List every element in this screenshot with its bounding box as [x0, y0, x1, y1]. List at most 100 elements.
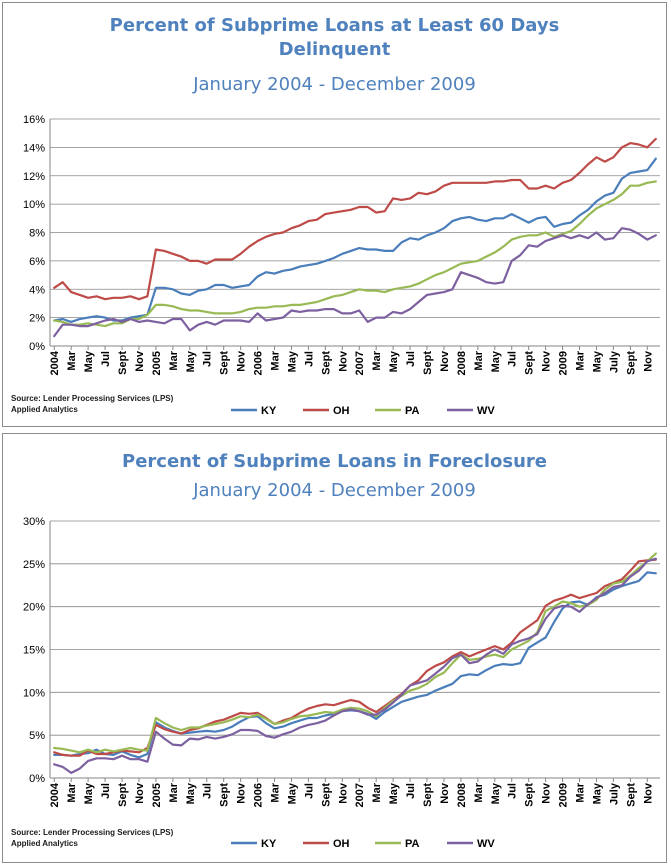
y-tick-label: 5%: [29, 730, 45, 742]
series-line-ky: [53, 157, 657, 323]
x-tick-label: 2008: [456, 351, 468, 375]
source-line2: Applied Analytics: [11, 405, 78, 414]
x-tick-label: Mar: [575, 350, 587, 370]
x-tick-label: Mar: [473, 782, 485, 802]
x-tick-label: May: [591, 350, 603, 372]
x-tick-label: Sept: [625, 351, 637, 375]
x-tick-label: May: [388, 350, 400, 372]
x-tick-label: Nov: [541, 782, 553, 804]
source-line1: Source: Lender Processing Services (LPS): [11, 394, 174, 403]
y-tick-label: 25%: [23, 559, 45, 571]
x-tick-label: May: [388, 782, 400, 804]
x-tick-label: Sept: [219, 783, 231, 807]
x-tick-label: Nov: [236, 350, 248, 372]
x-tick-label: May: [286, 782, 298, 804]
legend-label-oh: OH: [333, 838, 350, 850]
x-tick-label: Mar: [270, 350, 282, 370]
x-tick-label: Nov: [642, 782, 654, 804]
x-tick-label: 2005: [151, 351, 163, 375]
x-tick-label: May: [490, 350, 502, 372]
x-tick-label: May: [591, 782, 603, 804]
x-tick-label: 2007: [354, 783, 366, 807]
x-tick-label: July: [608, 782, 620, 805]
series-line-pa: [53, 180, 657, 328]
x-tick-label: Sept: [219, 351, 231, 375]
x-tick-label: Jul: [202, 783, 214, 799]
x-tick-label: 2006: [253, 351, 265, 375]
delinquency-line-chart: 0% 2% 4% 6% 8% 10% 12% 14% 16% 2004 Mar May Jul Sept N…: [23, 114, 660, 417]
x-tick-label: Jul: [100, 783, 112, 799]
x-tick-label: Mar: [371, 350, 383, 370]
foreclosure-chart-panel: Percent of Subprime Loans in Foreclosure…: [2, 433, 667, 863]
x-tick-label: Nov: [541, 350, 553, 372]
x-tick-label: Jul: [303, 351, 315, 367]
x-tick-label: May: [83, 782, 95, 804]
chart-title-line2: Delinquent: [278, 39, 391, 60]
x-tick-label: Mar: [66, 782, 78, 802]
y-tick-label: 0%: [29, 773, 45, 785]
x-tick-label: 2008: [456, 783, 468, 807]
chart-subtitle: January 2004 - December 2009: [193, 74, 476, 95]
x-tick-label: 2004: [49, 782, 61, 807]
source-note: Source: Lender Processing Services (LPS)…: [11, 827, 173, 849]
x-tick-label: Mar: [575, 782, 587, 802]
x-tick-label: Mar: [371, 782, 383, 802]
chart-subtitle: January 2004 - December 2009: [193, 480, 476, 501]
x-tick-label: Mar: [473, 350, 485, 370]
series-line-oh: [53, 558, 657, 757]
x-tick-label: Nov: [439, 782, 451, 804]
y-tick-label: 30%: [23, 516, 45, 528]
x-tick-label: Sept: [524, 351, 536, 375]
x-tick-label: Jul: [202, 351, 214, 367]
series-line-pa: [53, 552, 657, 754]
legend-label-wv: WV: [477, 405, 495, 417]
x-tick-label: 2005: [151, 783, 163, 807]
x-tick-label: Nov: [337, 782, 349, 804]
chart-title-line1: Percent of Subprime Loans at Least 60 Da…: [109, 15, 560, 36]
series-line-oh: [53, 137, 657, 301]
y-tick-label: 0%: [29, 341, 45, 353]
x-tick-label: Mar: [66, 350, 78, 370]
x-tick-label: Sept: [117, 351, 129, 375]
legend-label-oh: OH: [333, 405, 350, 417]
x-tick-label: May: [185, 782, 197, 804]
x-tick-label: Jul: [100, 351, 112, 367]
x-tick-label: May: [185, 350, 197, 372]
x-tick-label: Nov: [236, 782, 248, 804]
x-tick-label: Nov: [439, 350, 451, 372]
x-tick-label: Jul: [507, 783, 519, 799]
delinquency-chart-panel: Percent of Subprime Loans at Least 60 Da…: [2, 2, 667, 427]
y-tick-label: 20%: [23, 602, 45, 614]
x-tick-label: July: [608, 350, 620, 373]
x-tick-label: Mar: [168, 350, 180, 370]
x-tick-label: May: [83, 350, 95, 372]
source-line1: Source: Lender Processing Services (LPS): [11, 828, 174, 837]
x-tick-label: May: [286, 350, 298, 372]
y-tick-label: 16%: [23, 114, 45, 126]
x-tick-label: Sept: [422, 783, 434, 807]
series-line-wv: [53, 557, 657, 774]
x-tick-label: Sept: [524, 783, 536, 807]
x-tick-label: Mar: [270, 782, 282, 802]
legend-label-wv: WV: [477, 838, 495, 850]
x-tick-label: 2009: [558, 783, 570, 807]
y-tick-label: 15%: [23, 645, 45, 657]
x-tick-label: 2009: [558, 351, 570, 375]
x-tick-label: Jul: [303, 783, 315, 799]
y-tick-label: 10%: [23, 687, 45, 699]
x-tick-label: Jul: [405, 351, 417, 367]
legend-label-pa: PA: [405, 405, 420, 417]
source-note: Source: Lender Processing Services (LPS)…: [11, 393, 173, 415]
legend-label-ky: KY: [261, 405, 277, 417]
x-tick-label: 2004: [49, 350, 61, 375]
x-tick-label: 2006: [253, 783, 265, 807]
x-tick-label: Sept: [117, 783, 129, 807]
y-tick-label: 8%: [29, 228, 45, 240]
x-tick-label: 2007: [354, 351, 366, 375]
chart-title-line1: Percent of Subprime Loans in Foreclosure: [122, 451, 547, 472]
x-tick-label: Jul: [507, 351, 519, 367]
legend-label-ky: KY: [261, 838, 277, 850]
x-tick-label: Sept: [422, 351, 434, 375]
source-line2: Applied Analytics: [11, 839, 78, 848]
x-tick-label: Nov: [134, 782, 146, 804]
